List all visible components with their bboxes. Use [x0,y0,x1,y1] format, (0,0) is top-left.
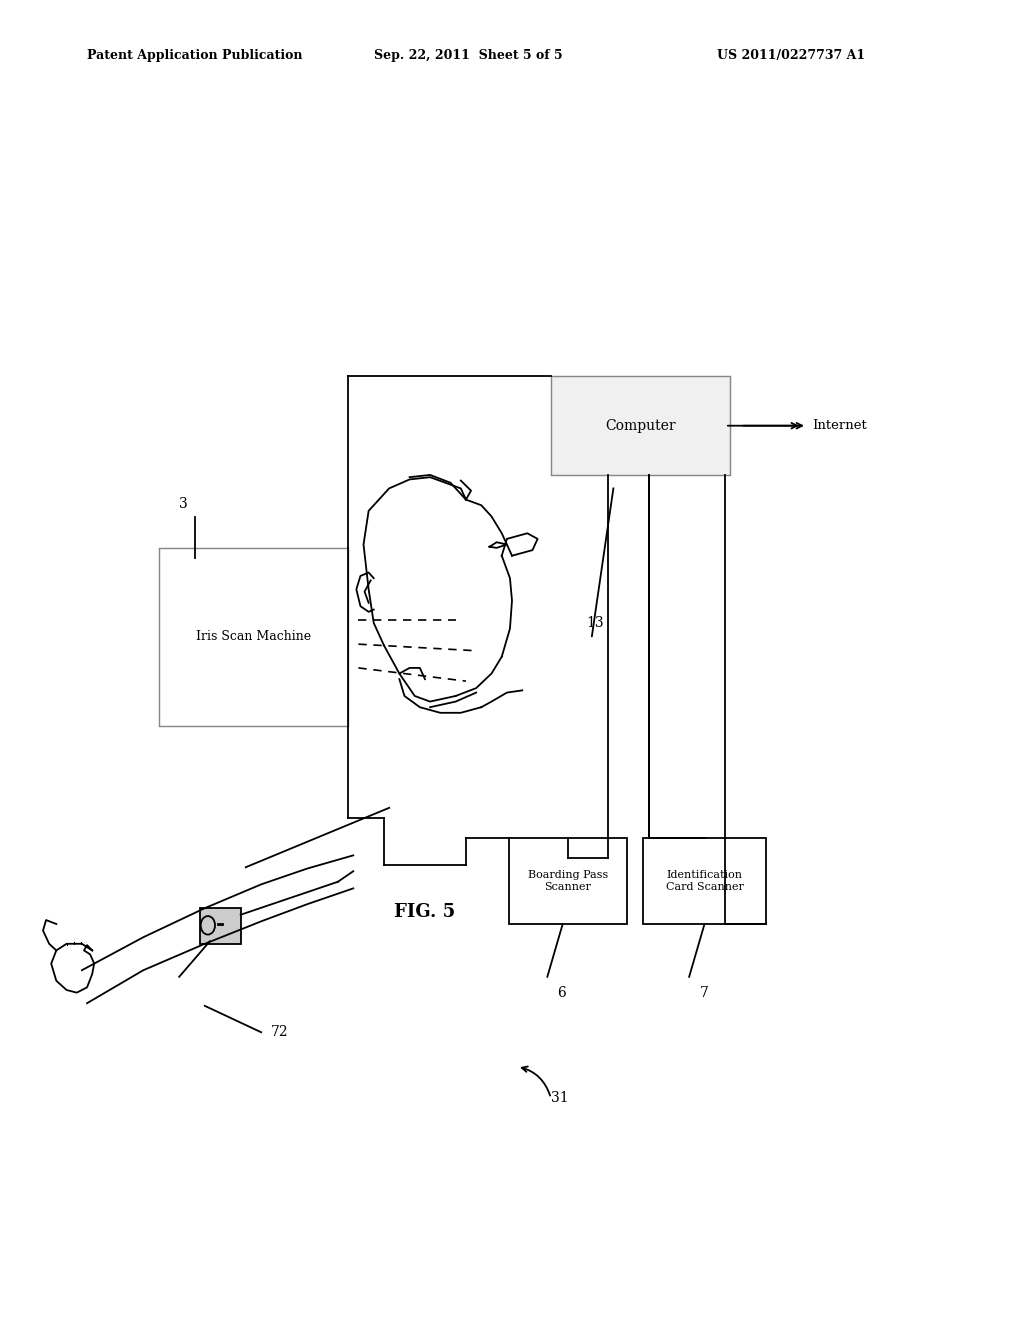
Text: 6: 6 [557,986,566,999]
Text: Sep. 22, 2011  Sheet 5 of 5: Sep. 22, 2011 Sheet 5 of 5 [374,49,562,62]
Text: Patent Application Publication: Patent Application Publication [87,49,302,62]
Text: Identification
Card Scanner: Identification Card Scanner [666,870,743,892]
Text: FIG. 5: FIG. 5 [394,903,456,921]
Text: 31: 31 [551,1092,568,1105]
Bar [551,376,730,475]
Bar [159,548,348,726]
Text: Iris Scan Machine: Iris Scan Machine [196,631,311,643]
Text: Computer: Computer [605,418,676,433]
Text: 3: 3 [179,498,188,511]
Text: 72: 72 [271,1026,289,1039]
Text: 7: 7 [699,986,709,999]
Bar [643,838,766,924]
Bar [509,838,627,924]
Text: 13: 13 [587,616,604,630]
Bar [200,908,241,944]
Text: Boarding Pass
Scanner: Boarding Pass Scanner [527,870,608,892]
Text: Internet: Internet [812,420,866,432]
Text: US 2011/0227737 A1: US 2011/0227737 A1 [717,49,865,62]
